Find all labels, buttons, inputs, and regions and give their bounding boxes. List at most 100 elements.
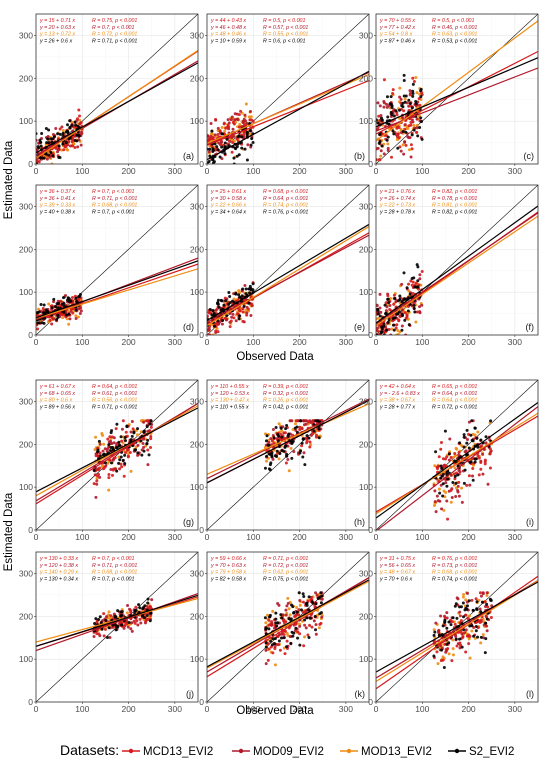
data-point [402, 109, 406, 113]
data-point [394, 326, 398, 330]
data-point [271, 609, 275, 613]
data-point [415, 285, 419, 289]
data-point [468, 624, 472, 628]
data-point [453, 451, 457, 455]
data-point [140, 453, 144, 457]
data-point [483, 600, 487, 604]
data-point [104, 618, 108, 622]
data-point [241, 310, 245, 314]
data-point [125, 434, 129, 438]
data-point [458, 470, 462, 474]
y-tick-label: 100 [19, 116, 33, 126]
data-point [411, 91, 415, 95]
y-tick-label: 200 [359, 73, 373, 83]
data-point [415, 310, 419, 314]
stat-MOD09_EVI2: R = 0.7, p < 0.001 [92, 25, 134, 31]
data-point [301, 592, 305, 596]
data-point [247, 287, 251, 291]
data-point [378, 306, 382, 310]
data-point [71, 311, 75, 315]
data-point [244, 119, 248, 123]
data-point [451, 647, 455, 651]
data-point [216, 148, 220, 152]
data-point [418, 277, 422, 281]
data-point [289, 641, 293, 645]
y-tick-label: 0 [28, 525, 33, 535]
fit-line-S2_EVI2 [36, 62, 198, 154]
data-point [402, 271, 406, 275]
data-point [79, 121, 83, 125]
data-point [130, 621, 134, 625]
data-point [52, 300, 56, 304]
data-point [398, 298, 402, 302]
data-point [134, 448, 138, 452]
data-point [125, 611, 129, 615]
data-point [443, 616, 447, 620]
y-tick-label: 100 [359, 116, 373, 126]
data-point [397, 136, 401, 140]
data-point [394, 300, 398, 304]
equation-S2_EVI2: y = 82 + 0.58 x [210, 576, 246, 582]
data-point [391, 129, 395, 133]
x-tick-label: 300 [339, 532, 353, 542]
x-tick-label: 300 [168, 337, 182, 347]
data-point [146, 463, 150, 467]
data-point [242, 304, 246, 308]
data-point [239, 109, 243, 113]
data-point [439, 476, 443, 480]
data-point [454, 637, 458, 641]
data-point [67, 140, 71, 144]
data-point [224, 126, 228, 130]
data-point [95, 476, 99, 480]
legend-marker [128, 748, 134, 754]
legend-marker [238, 748, 244, 754]
y-tick-label: 300 [359, 396, 373, 406]
data-point [55, 150, 59, 154]
data-point [117, 455, 121, 459]
data-point [406, 309, 410, 313]
data-point [407, 136, 411, 140]
data-point [284, 461, 288, 465]
data-point [451, 455, 455, 459]
data-point [106, 437, 110, 441]
panel-border [375, 184, 539, 336]
y-axis-label-top: Estimated Data [3, 140, 15, 219]
data-point [231, 312, 235, 316]
data-point [451, 616, 455, 620]
fit-line-S2_EVI2 [207, 223, 369, 321]
data-point [62, 296, 66, 300]
data-point [109, 467, 113, 471]
panel-border [35, 184, 199, 336]
panel-border [375, 13, 539, 165]
data-point [94, 454, 98, 458]
panel-label: (d) [183, 322, 194, 332]
data-point [457, 637, 461, 641]
data-point [232, 297, 236, 301]
data-point [109, 448, 113, 452]
data-point [105, 636, 109, 640]
data-point [392, 328, 396, 332]
data-point [97, 439, 101, 443]
data-point [148, 422, 152, 426]
data-point [392, 293, 396, 297]
equation-MOD09_EVI2: y = 68 + 0.65 x [39, 391, 75, 397]
data-point [61, 316, 65, 320]
data-point [145, 441, 149, 445]
data-point [148, 619, 152, 623]
fit-line-S2_EVI2 [376, 205, 538, 324]
x-tick-label: 300 [168, 532, 182, 542]
data-point [401, 143, 405, 147]
data-point [411, 76, 415, 80]
data-point [467, 599, 471, 603]
data-point [445, 642, 449, 646]
data-point [396, 132, 400, 136]
y-tick-label: 200 [359, 611, 373, 621]
data-point [410, 133, 414, 137]
y-tick-label: 0 [28, 697, 33, 707]
x-tick-label: 0 [34, 704, 39, 714]
data-point [237, 134, 241, 138]
data-point [474, 625, 478, 629]
data-point [111, 468, 115, 472]
data-point [465, 591, 469, 595]
data-point [55, 302, 59, 306]
